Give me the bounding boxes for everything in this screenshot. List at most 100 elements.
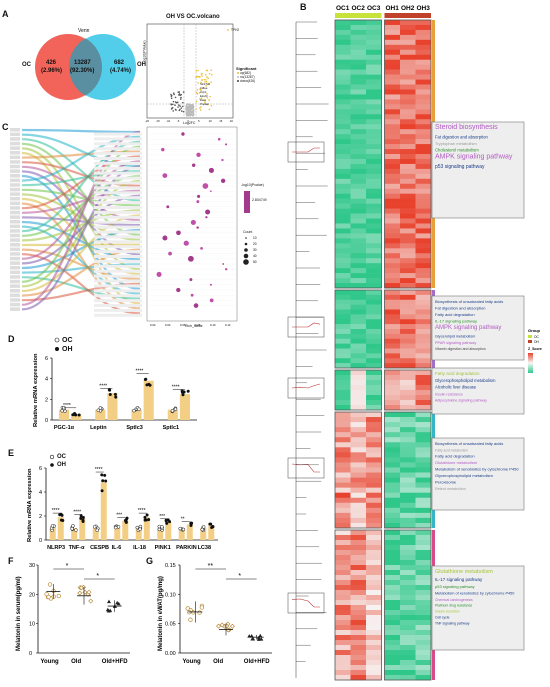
gene-label: [10, 178, 20, 183]
heatmap-cell: [415, 294, 431, 301]
heatmap-cell: [335, 54, 351, 61]
enrich-bubble: [196, 200, 200, 204]
heatmap-cell: [400, 605, 416, 611]
heatmap-cell: [350, 600, 366, 606]
heatmap-cell: [384, 208, 400, 214]
volcano-legend-title: Significant: [236, 66, 257, 71]
sig-stars: ***: [159, 514, 165, 520]
heatmap-cell: [350, 319, 366, 325]
heatmap-cell: [366, 502, 382, 509]
heatmap-cell: [366, 635, 382, 641]
heatmap-cell: [415, 233, 431, 239]
heatmap-cell: [415, 565, 431, 571]
heatmap-cell: [350, 59, 366, 65]
heatmap: OC1OC2OC3OH1OH2OH3C5C4C3C2C1GroupOCOHZ_S…: [287, 5, 542, 681]
heatmap-cell: [350, 20, 366, 26]
heatmap-cell: [366, 645, 382, 651]
heatmap-column-label: OC2: [352, 5, 366, 12]
heatmap-cell: [415, 290, 431, 296]
heatmap-cell: [335, 437, 351, 443]
volcano-xtick: -20: [145, 119, 150, 123]
bar-oh: [179, 394, 191, 420]
volcano-point-down: [181, 105, 184, 108]
heatmap-cell: [415, 283, 431, 289]
heatmap-cell: [366, 412, 382, 418]
heatmap-cell: [415, 124, 431, 130]
heatmap-cell: [366, 452, 382, 458]
heatmap-cell: [350, 535, 366, 541]
heatmap-cell: [415, 620, 431, 626]
heatmap-column-label: OH1: [386, 5, 400, 12]
heatmap-cell: [350, 338, 366, 344]
heatmap-cell: [366, 129, 382, 135]
heatmap-cell: [335, 522, 351, 529]
heatmap-cell: [384, 213, 400, 219]
heatmap-cell: [335, 375, 351, 381]
heatmap-cell: [415, 427, 431, 433]
pathway-term: Fatty acid degradation: [435, 312, 475, 317]
bar-oh: [143, 517, 150, 540]
trend-thumbnail: [287, 592, 325, 614]
enrich-bubble: [190, 219, 196, 225]
pathway-box: [431, 121, 525, 219]
volcano-point-up: [199, 98, 201, 100]
volcano-point-down: [179, 98, 182, 100]
heatmap-cell: [335, 178, 351, 185]
heatmap-cell: [384, 283, 400, 289]
x-category-label: Old+HFD: [102, 659, 129, 665]
heatmap-cell: [400, 338, 416, 344]
heatmap-cell: [415, 173, 431, 180]
volcano-point-down: [170, 103, 173, 106]
heatmap-cell: [335, 193, 351, 199]
heatmap-cell: [400, 119, 416, 125]
heatmap-cell: [350, 34, 366, 41]
heatmap-cell: [415, 163, 431, 170]
venn-left-count: 426: [46, 60, 57, 66]
heatmap-cell: [384, 405, 400, 411]
heatmap-cell: [335, 635, 351, 641]
count-legend-dot: [244, 248, 248, 252]
heatmap-cell: [384, 74, 400, 80]
heatmap-cell: [350, 258, 366, 264]
heatmap-cell: [400, 74, 416, 80]
heatmap-cell: [384, 675, 400, 681]
pathway-label: [94, 264, 142, 268]
volcano-title: OH VS OC.volcano: [166, 14, 220, 20]
x-category-label: PARKIN: [176, 545, 197, 551]
enrich-xtick: 0.02: [150, 323, 156, 327]
heatmap-cell: [366, 278, 382, 284]
sig-stars: ****: [138, 508, 146, 514]
point-young: [188, 617, 193, 622]
heatmap-cell: [350, 178, 366, 185]
sankey-links: [10, 128, 142, 317]
heatmap-cell: [415, 203, 431, 209]
heatmap-cell: [366, 437, 382, 443]
heatmap-cell: [350, 375, 366, 381]
heatmap-cell: [335, 253, 351, 259]
heatmap-cell: [384, 198, 400, 204]
heatmap-cell: [366, 615, 382, 621]
point-oc: [70, 527, 74, 531]
heatmap-cell: [415, 512, 431, 519]
group-bar: [415, 13, 431, 18]
point-young: [56, 593, 61, 599]
heatmap-cell: [415, 472, 431, 478]
heatmap-cell: [400, 258, 416, 264]
heatmap-cell: [350, 333, 366, 340]
trend-line: [291, 598, 320, 608]
heatmap-cell: [366, 114, 382, 120]
heatmap-cell: [366, 363, 382, 369]
heatmap-cell: [335, 79, 351, 85]
heatmap-cell: [415, 149, 431, 155]
pathway-label: [94, 255, 142, 258]
pathway-label: [94, 245, 142, 249]
heatmap-cell: [366, 84, 382, 90]
point-old-hfd: [108, 608, 113, 613]
point-old: [216, 623, 222, 629]
heatmap-cell: [335, 472, 351, 478]
heatmap-cell: [384, 104, 400, 110]
heatmap-cell: [366, 263, 382, 269]
heatmap-cell: [366, 299, 382, 305]
pathway-label: [94, 240, 142, 244]
heatmap-cell: [366, 109, 382, 115]
